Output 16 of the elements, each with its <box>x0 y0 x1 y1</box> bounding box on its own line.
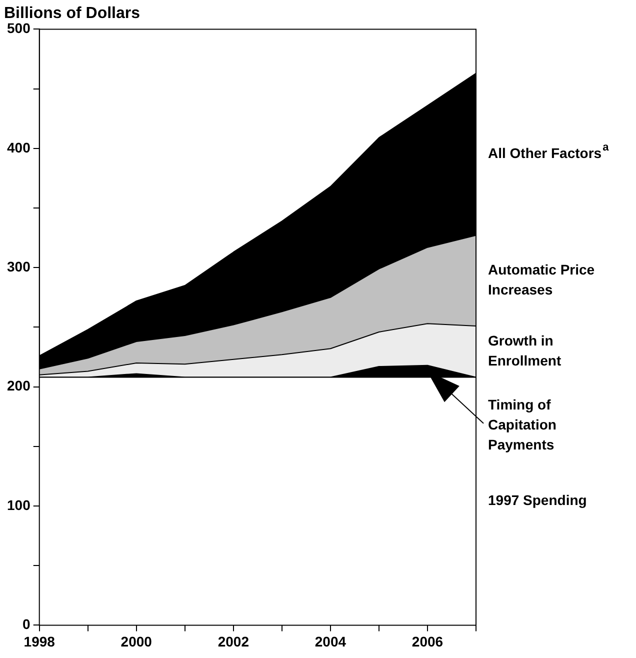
y-tick-label: 400 <box>7 139 31 156</box>
y-tick-label: 500 <box>7 20 31 36</box>
series-label: 1997 Spending <box>488 492 587 508</box>
y-axis-title: Billions of Dollars <box>4 5 140 22</box>
y-tick-label: 200 <box>7 378 31 394</box>
y-tick-label: 0 <box>22 616 31 632</box>
x-tick-label: 2004 <box>314 633 346 650</box>
series-label: Automatic Price Increases <box>488 262 595 298</box>
y-tick-label: 300 <box>7 258 31 274</box>
x-tick-label: 2006 <box>412 633 444 650</box>
y-tick-label: 100 <box>7 496 31 513</box>
series-label: Growth in Enrollment <box>488 332 562 368</box>
series-label: Timing of Capitation Payments <box>488 396 556 452</box>
x-tick-label: 1998 <box>24 633 56 650</box>
x-tick-label: 2000 <box>120 633 152 650</box>
x-tick-label: 2002 <box>218 633 250 650</box>
